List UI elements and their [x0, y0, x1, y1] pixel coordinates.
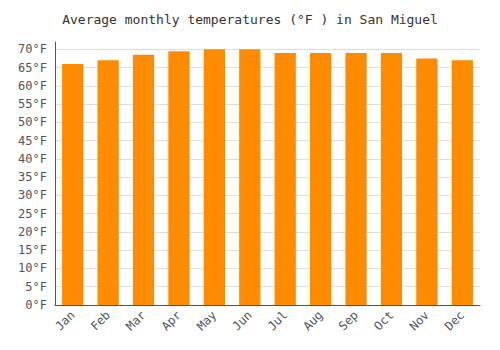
svg-text:Jan: Jan	[52, 308, 77, 333]
svg-text:Jun: Jun	[230, 308, 255, 333]
svg-text:15°F: 15°F	[18, 243, 47, 257]
svg-text:0°F: 0°F	[25, 298, 47, 312]
svg-text:Jul: Jul	[265, 308, 290, 333]
svg-text:Nov: Nov	[407, 308, 432, 333]
svg-text:65°F: 65°F	[18, 61, 47, 75]
svg-text:30°F: 30°F	[18, 188, 47, 202]
svg-text:10°F: 10°F	[18, 261, 47, 275]
svg-text:50°F: 50°F	[18, 115, 47, 129]
svg-text:55°F: 55°F	[18, 97, 47, 111]
svg-text:70°F: 70°F	[18, 42, 47, 56]
svg-text:Dec: Dec	[442, 308, 467, 333]
svg-text:Apr: Apr	[159, 308, 184, 333]
svg-text:Feb: Feb	[88, 308, 113, 333]
svg-text:Oct: Oct	[371, 308, 396, 333]
svg-text:40°F: 40°F	[18, 152, 47, 166]
svg-text:45°F: 45°F	[18, 134, 47, 148]
svg-text:35°F: 35°F	[18, 170, 47, 184]
svg-text:Average monthly temperatures (: Average monthly temperatures (°F ) in Sa…	[62, 12, 438, 27]
svg-text:May: May	[194, 308, 219, 333]
svg-text:60°F: 60°F	[18, 79, 47, 93]
svg-text:25°F: 25°F	[18, 207, 47, 221]
svg-text:Mar: Mar	[123, 308, 148, 333]
svg-text:Sep: Sep	[336, 308, 361, 333]
svg-text:Aug: Aug	[300, 308, 325, 333]
svg-text:20°F: 20°F	[18, 225, 47, 239]
svg-text:5°F: 5°F	[25, 280, 47, 294]
